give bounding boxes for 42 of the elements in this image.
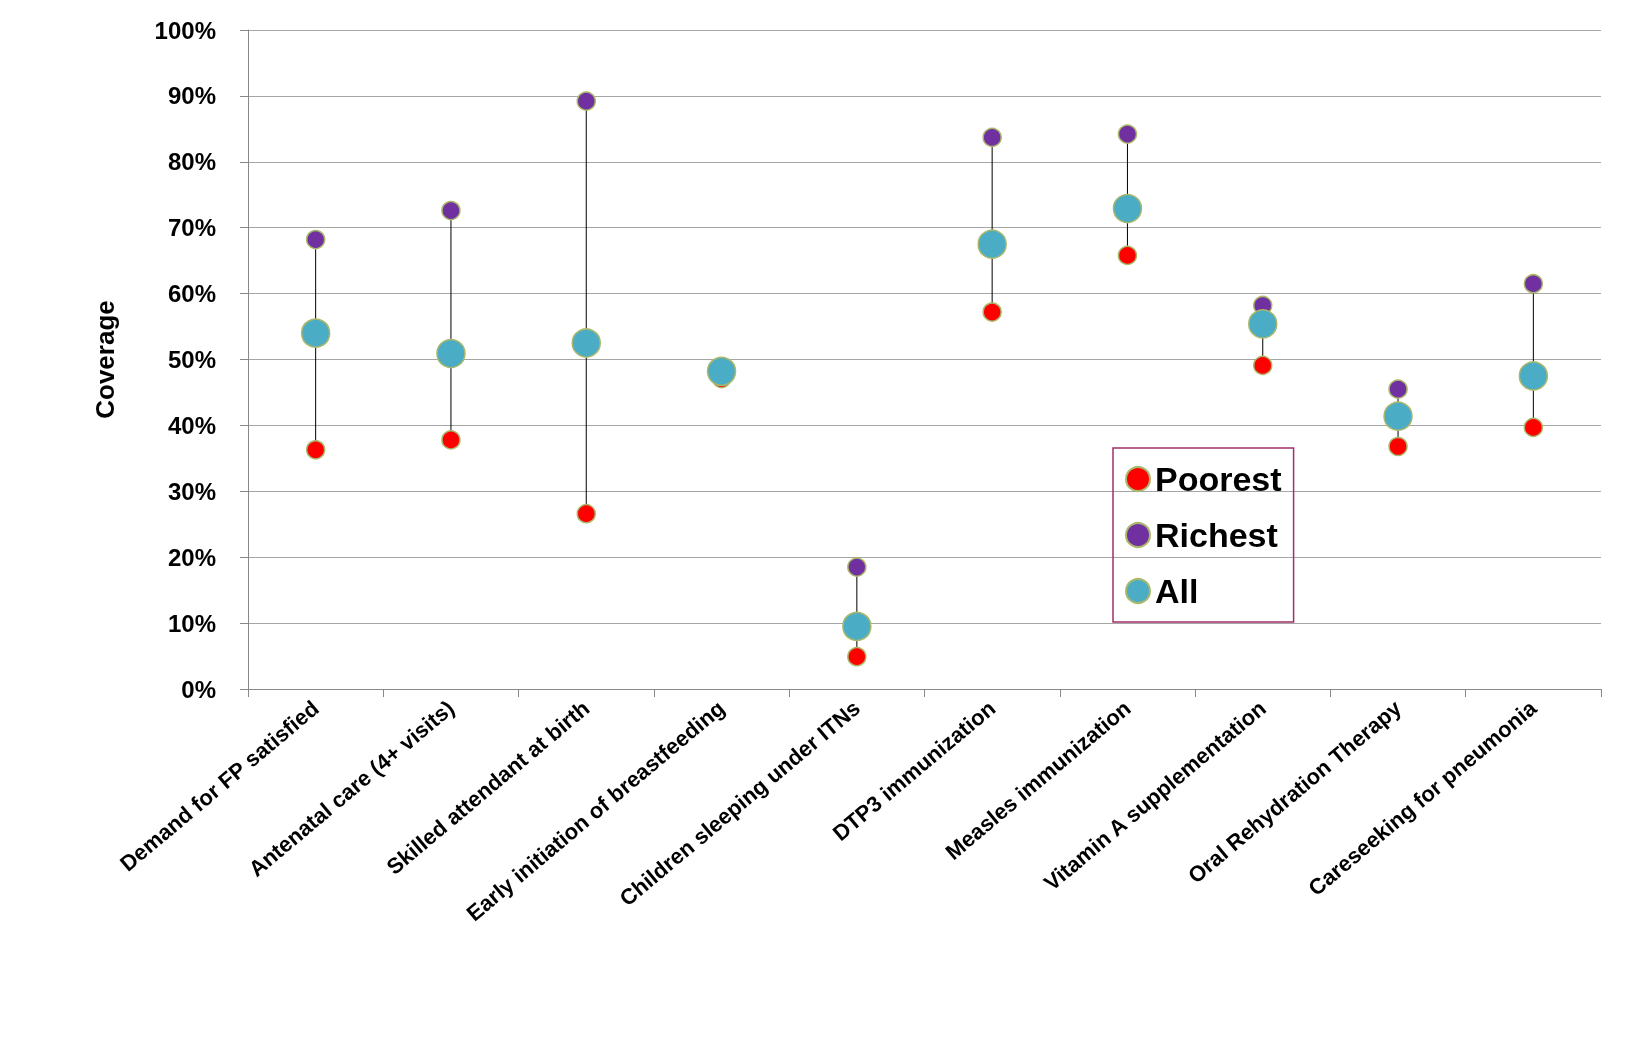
y-axis-title: Coverage: [90, 300, 120, 419]
point: [847, 646, 867, 667]
point: [1383, 401, 1413, 431]
point: [576, 91, 596, 111]
point: [1523, 417, 1544, 438]
point: [305, 440, 326, 460]
legend-label: Poorest: [1155, 460, 1282, 498]
point: [305, 229, 326, 250]
point: [847, 557, 867, 577]
point: [1117, 245, 1138, 266]
point: [1523, 273, 1544, 294]
point: [1518, 361, 1549, 391]
y-tick-label: 10%: [167, 609, 216, 637]
point: [1112, 193, 1143, 224]
y-tick-label: 30%: [167, 477, 216, 505]
point: [441, 200, 461, 221]
point: [436, 338, 466, 369]
point: [982, 302, 1002, 322]
point: [977, 229, 1007, 259]
point: [706, 356, 737, 387]
y-tick-label: 70%: [167, 214, 216, 242]
point: [571, 328, 601, 358]
legend-label: All: [1155, 572, 1199, 610]
y-tick-label: 20%: [167, 543, 216, 571]
y-tick-label: 100%: [154, 16, 216, 44]
legend-label: Richest: [1155, 516, 1278, 554]
y-tick-label: 40%: [167, 411, 216, 439]
point: [1253, 355, 1273, 376]
point: [1388, 379, 1408, 399]
point: [1388, 436, 1408, 457]
point: [842, 611, 872, 642]
point: [441, 430, 461, 450]
point: [576, 503, 596, 524]
y-tick-label: 60%: [167, 280, 216, 308]
y-tick-label: 80%: [167, 148, 216, 176]
point: [1117, 124, 1138, 144]
y-tick-label: 0%: [181, 675, 216, 703]
point: [1248, 309, 1278, 339]
point: [300, 318, 331, 348]
y-tick-label: 50%: [167, 346, 216, 373]
point: [982, 127, 1002, 148]
y-tick-label: 90%: [167, 82, 216, 110]
